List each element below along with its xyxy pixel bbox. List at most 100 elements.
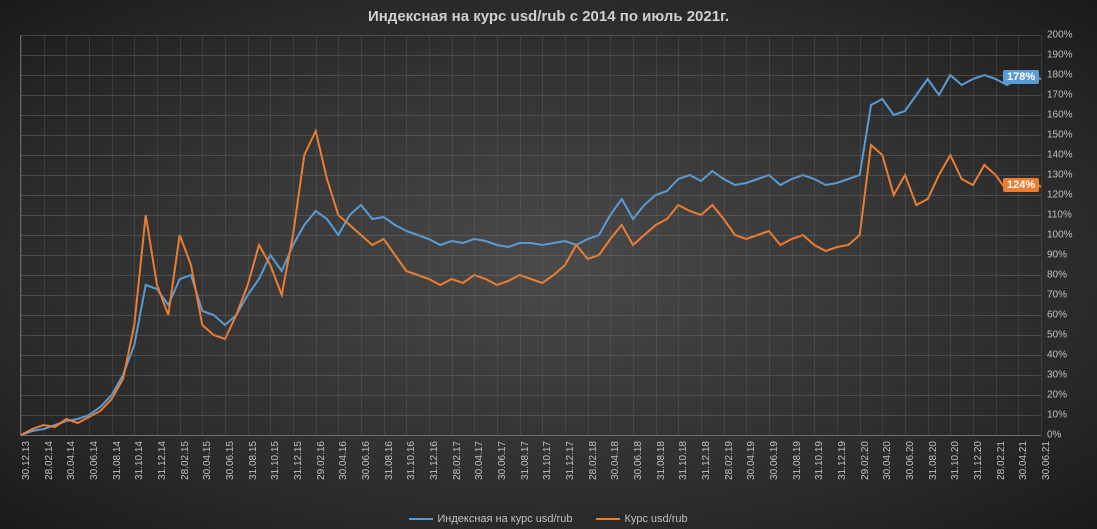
gridline-vertical (361, 35, 362, 435)
gridline-horizontal (21, 435, 1041, 436)
y-axis-label: 80% (1047, 270, 1067, 281)
gridline-vertical (452, 35, 453, 435)
series-line (21, 131, 1041, 435)
legend-label: Индексная на курс usd/rub (437, 513, 572, 525)
x-axis-label: 31.08.20 (928, 441, 939, 491)
gridline-vertical (860, 35, 861, 435)
legend-item: Индексная на курс usd/rub (409, 513, 572, 525)
gridline-vertical (905, 35, 906, 435)
x-axis-label: 30.06.17 (497, 441, 508, 491)
x-axis-label: 31.10.16 (406, 441, 417, 491)
gridline-vertical (66, 35, 67, 435)
gridline-horizontal (21, 35, 1041, 36)
gridline-vertical (837, 35, 838, 435)
gridline-vertical (316, 35, 317, 435)
gridline-vertical (792, 35, 793, 435)
gridline-vertical (769, 35, 770, 435)
gridline-vertical (474, 35, 475, 435)
x-axis-label: 29.02.16 (316, 441, 327, 491)
legend-swatch (409, 518, 433, 520)
x-axis-label: 28.02.19 (724, 441, 735, 491)
gridline-vertical (565, 35, 566, 435)
gridline-horizontal (21, 195, 1041, 196)
x-axis-label: 31.10.14 (134, 441, 145, 491)
gridline-vertical (928, 35, 929, 435)
x-axis-label: 30.04.21 (1018, 441, 1029, 491)
x-axis-label: 30.06.20 (905, 441, 916, 491)
y-axis-label: 120% (1047, 190, 1073, 201)
y-axis-label: 170% (1047, 90, 1073, 101)
y-axis-label: 20% (1047, 390, 1067, 401)
gridline-horizontal (21, 415, 1041, 416)
x-axis-label: 31.12.15 (293, 441, 304, 491)
gridline-vertical (21, 35, 22, 435)
chart-container: Индексная на курс usd/rub с 2014 по июль… (0, 0, 1097, 529)
gridline-vertical (701, 35, 702, 435)
gridline-horizontal (21, 255, 1041, 256)
gridline-vertical (270, 35, 271, 435)
gridline-vertical (950, 35, 951, 435)
y-axis-label: 60% (1047, 310, 1067, 321)
x-axis-label: 28.02.15 (180, 441, 191, 491)
gridline-horizontal (21, 95, 1041, 96)
x-axis-label: 30.04.20 (882, 441, 893, 491)
y-axis-label: 110% (1047, 210, 1072, 221)
gridline-vertical (610, 35, 611, 435)
gridline-vertical (724, 35, 725, 435)
x-axis-label: 30.06.16 (361, 441, 372, 491)
gridline-vertical (157, 35, 158, 435)
x-axis-label: 30.04.14 (66, 441, 77, 491)
legend: Индексная на курс usd/rubКурс usd/rub (0, 513, 1097, 525)
x-axis-label: 31.10.15 (270, 441, 281, 491)
gridline-horizontal (21, 335, 1041, 336)
x-axis-label: 28.02.14 (44, 441, 55, 491)
gridline-horizontal (21, 155, 1041, 156)
gridline-horizontal (21, 235, 1041, 236)
x-axis-label: 31.12.20 (973, 441, 984, 491)
x-axis-label: 30.04.19 (746, 441, 757, 491)
y-axis-label: 50% (1047, 330, 1067, 341)
gridline-horizontal (21, 355, 1041, 356)
gridline-vertical (542, 35, 543, 435)
x-axis-label: 30.06.21 (1041, 441, 1052, 491)
x-axis-label: 28.02.18 (588, 441, 599, 491)
gridline-vertical (429, 35, 430, 435)
x-axis-label: 29.02.20 (860, 441, 871, 491)
y-axis-label: 180% (1047, 70, 1073, 81)
gridline-vertical (225, 35, 226, 435)
gridline-horizontal (21, 175, 1041, 176)
x-axis-label: 30.04.16 (338, 441, 349, 491)
gridline-vertical (678, 35, 679, 435)
gridline-vertical (89, 35, 90, 435)
x-axis-label: 30.04.17 (474, 441, 485, 491)
x-axis-label: 31.08.19 (792, 441, 803, 491)
gridline-vertical (656, 35, 657, 435)
y-axis-label: 40% (1047, 350, 1067, 361)
gridline-vertical (814, 35, 815, 435)
y-axis-label: 30% (1047, 370, 1067, 381)
x-axis-label: 31.12.19 (837, 441, 848, 491)
x-axis-label: 31.10.19 (814, 441, 825, 491)
x-axis-label: 31.10.18 (678, 441, 689, 491)
series-end-label: 124% (1003, 178, 1039, 192)
gridline-horizontal (21, 115, 1041, 116)
series-end-label: 178% (1003, 70, 1039, 84)
x-axis-label: 31.12.17 (565, 441, 576, 491)
y-axis-label: 140% (1047, 150, 1073, 161)
x-axis-label: 28.02.17 (452, 441, 463, 491)
x-axis-label: 31.08.16 (384, 441, 395, 491)
x-axis-label: 30.06.15 (225, 441, 236, 491)
x-axis-label: 30.06.14 (89, 441, 100, 491)
chart-title: Индексная на курс usd/rub с 2014 по июль… (0, 8, 1097, 25)
y-axis-label: 200% (1047, 30, 1073, 41)
gridline-vertical (973, 35, 974, 435)
gridline-vertical (588, 35, 589, 435)
x-axis-label: 31.10.17 (542, 441, 553, 491)
x-axis-label: 31.08.15 (248, 441, 259, 491)
gridline-horizontal (21, 375, 1041, 376)
y-axis-label: 10% (1047, 410, 1067, 421)
gridline-vertical (248, 35, 249, 435)
x-axis-label: 31.12.18 (701, 441, 712, 491)
gridline-vertical (406, 35, 407, 435)
gridline-vertical (112, 35, 113, 435)
